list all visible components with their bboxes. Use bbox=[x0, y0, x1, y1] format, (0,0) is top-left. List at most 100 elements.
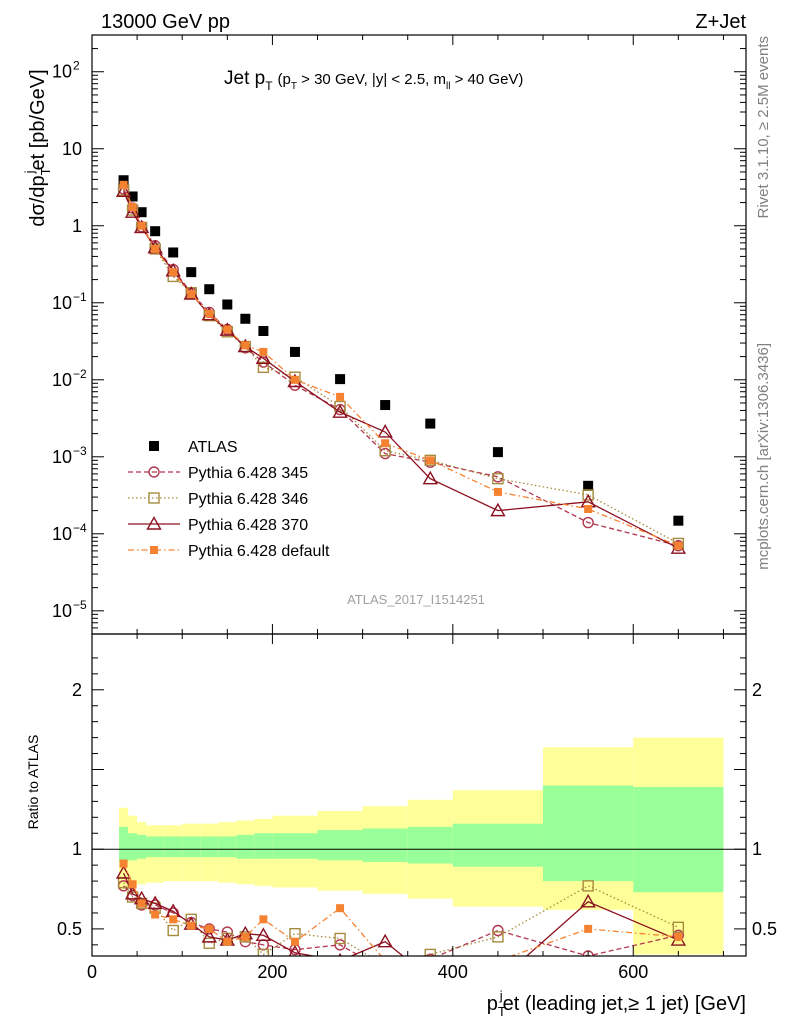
ratio-point bbox=[492, 931, 504, 943]
data-point-atlas bbox=[380, 400, 391, 411]
data-point bbox=[424, 454, 436, 467]
legend: ATLAS Pythia 6.428 345 Pythia 6.428 346 Pyt… bbox=[128, 439, 330, 560]
data-point bbox=[187, 290, 196, 299]
side-label-top: Rivet 3.1.10, ≥ 2.5M events bbox=[755, 36, 772, 219]
main-plot-area bbox=[115, 175, 687, 554]
data-point bbox=[582, 489, 594, 501]
ratio-point bbox=[151, 910, 160, 919]
legend-entry: Pythia 6.428 default bbox=[128, 543, 330, 560]
legend-entry: Pythia 6.428 370 bbox=[128, 516, 308, 534]
legend-label: Pythia 6.428 345 bbox=[188, 465, 308, 482]
data-point bbox=[151, 244, 160, 253]
legend-entry: Pythia 6.428 346 bbox=[128, 491, 308, 508]
data-point bbox=[137, 221, 146, 230]
data-point bbox=[223, 325, 232, 334]
uncertainty-band-inner bbox=[218, 836, 237, 858]
side-label-bottom: mcplots.cern.ch [arXiv:1306.3436] bbox=[755, 343, 772, 570]
plot-title: Jet pT (pT > 30 GeV, |y| < 2.5, mll > 40 … bbox=[224, 68, 523, 93]
header-right: Z+Jet bbox=[695, 11, 746, 33]
y-tick-label: 10 bbox=[52, 62, 72, 82]
data-point bbox=[259, 347, 268, 356]
uncertainty-band-inner bbox=[452, 823, 544, 867]
x-tick-label: 400 bbox=[438, 962, 468, 982]
ratio-point bbox=[259, 915, 268, 924]
data-point-atlas bbox=[240, 313, 251, 324]
ratio-point bbox=[187, 921, 196, 930]
y-tick-exponent: −2 bbox=[73, 367, 87, 381]
ratio-point bbox=[169, 915, 178, 924]
uncertainty-band-inner bbox=[119, 826, 129, 862]
ratio-point bbox=[380, 965, 390, 975]
ratio-point bbox=[580, 893, 596, 908]
data-point bbox=[115, 183, 132, 198]
legend-label: Pythia 6.428 370 bbox=[188, 517, 308, 534]
ratio-point bbox=[380, 961, 390, 971]
data-point bbox=[241, 341, 250, 350]
ratio-point bbox=[377, 933, 393, 948]
y-axis-label-main: dσ/dpTjet [pb/GeV] bbox=[22, 69, 53, 226]
ratio-point bbox=[424, 948, 436, 956]
ratio-point bbox=[205, 924, 214, 933]
uncertainty-band-inner bbox=[317, 830, 363, 861]
ratio-y-tick-label-right: 0.5 bbox=[752, 919, 777, 939]
y-tick-exponent: −5 bbox=[73, 598, 87, 612]
uncertainty-band-inner bbox=[182, 836, 201, 858]
ratio-point bbox=[492, 924, 504, 937]
data-point-atlas bbox=[204, 284, 215, 295]
uncertainty-band-inner bbox=[633, 787, 724, 893]
data-point bbox=[490, 502, 506, 517]
legend-marker bbox=[148, 466, 160, 478]
data-point bbox=[332, 404, 348, 418]
ratio-series-pythia-6-428-default bbox=[119, 859, 683, 965]
uncertainty-band-inner bbox=[407, 826, 453, 864]
data-point-atlas bbox=[136, 207, 147, 218]
legend-marker bbox=[148, 492, 160, 504]
x-tick-label: 600 bbox=[618, 962, 648, 982]
uncertainty-band-inner bbox=[543, 785, 634, 882]
y-axis-label-ratio: Ratio to ATLAS bbox=[25, 735, 41, 830]
legend-marker-atlas bbox=[149, 441, 159, 451]
data-point bbox=[381, 439, 390, 448]
y-tick-label: 10 bbox=[52, 293, 72, 313]
legend-entry: Pythia 6.428 345 bbox=[128, 465, 308, 482]
ratio-y-tick-label: 2 bbox=[72, 680, 82, 700]
ratio-y-tick-label: 0.5 bbox=[57, 919, 82, 939]
ratio-point bbox=[137, 899, 146, 908]
header-left: 13000 GeV pp bbox=[101, 11, 230, 33]
data-point bbox=[426, 456, 435, 465]
data-point-atlas bbox=[150, 226, 161, 237]
ratio-point bbox=[290, 937, 299, 946]
y-tick-label: 10 bbox=[62, 139, 82, 159]
x-axis-label: pTjet (leading jet,≥ 1 jet) [GeV] bbox=[487, 988, 746, 1019]
x-tick-label: 200 bbox=[257, 962, 287, 982]
ratio-point bbox=[336, 904, 345, 913]
y-tick-label: 1 bbox=[72, 216, 82, 236]
data-point bbox=[336, 392, 345, 401]
ratio-clip bbox=[92, 737, 746, 975]
ratio-point bbox=[582, 880, 594, 892]
data-point bbox=[119, 180, 128, 189]
ratio-point bbox=[334, 939, 346, 951]
y-tick-exponent: 2 bbox=[73, 59, 80, 73]
ratio-point bbox=[223, 937, 232, 946]
data-point bbox=[290, 375, 299, 384]
y-tick-label: 10 bbox=[52, 524, 72, 544]
ratio-point bbox=[494, 957, 502, 965]
ratio-point bbox=[221, 926, 234, 938]
series-pythia-6-428-default bbox=[119, 180, 683, 550]
y-tick-label: 10 bbox=[52, 601, 72, 621]
series-atlas bbox=[118, 175, 684, 526]
ratio-point bbox=[257, 948, 270, 956]
uncertainty-band-inner bbox=[146, 836, 165, 858]
legend-label: Pythia 6.428 346 bbox=[188, 491, 308, 508]
ratio-point bbox=[167, 924, 179, 937]
ratio-frame bbox=[91, 633, 747, 957]
data-point bbox=[584, 504, 593, 513]
data-point-atlas bbox=[673, 515, 684, 526]
ratio-y-tick-label: 1 bbox=[72, 839, 82, 859]
ratio-point bbox=[124, 885, 141, 900]
ratio-point bbox=[288, 944, 302, 956]
uncertainty-band-inner bbox=[254, 833, 273, 859]
data-point bbox=[674, 541, 683, 550]
